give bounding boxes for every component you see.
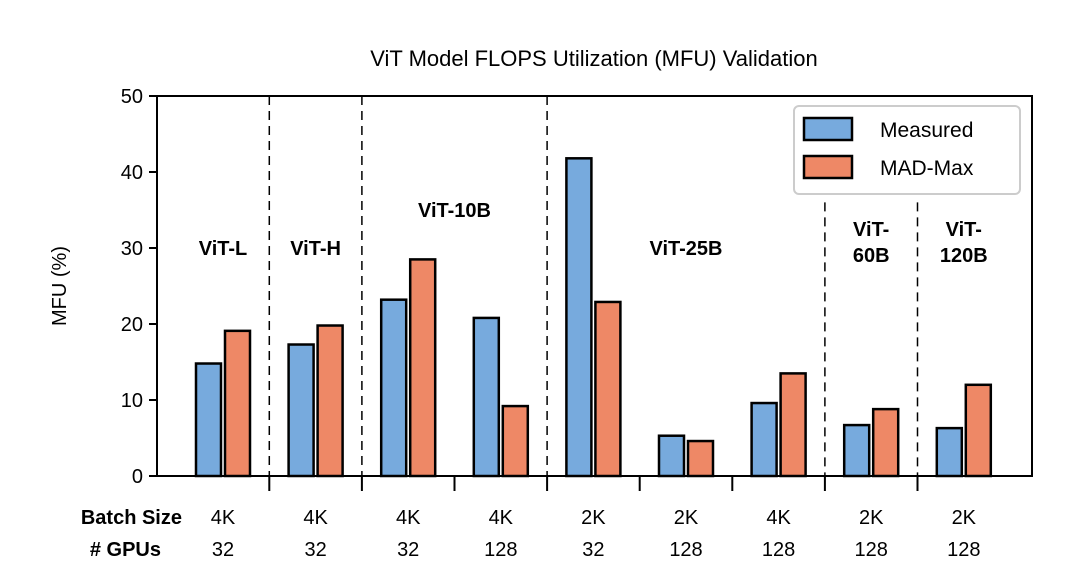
gpus-label: 128 [762, 539, 795, 561]
gpus-label: 128 [669, 539, 702, 561]
y-tick-label: 30 [121, 238, 143, 260]
legend-swatch-mad-max [802, 154, 854, 180]
gpus-label: 128 [947, 539, 980, 561]
bar-measured [842, 423, 871, 478]
bar-measured [565, 157, 593, 478]
batch-size-row-header: Batch Size [81, 507, 182, 529]
chart-title: ViT Model FLOPS Utilization (MFU) Valida… [370, 46, 818, 71]
bar-measured [935, 426, 964, 478]
legend-label-mad-max: MAD-Max [880, 157, 974, 180]
batch-size-label: 2K [581, 507, 606, 529]
legend-swatch-measured [802, 116, 854, 142]
legend-label-measured: Measured [880, 119, 973, 142]
bar-mad-max [686, 439, 715, 478]
model-label: ViT-L [199, 238, 248, 260]
bar-mad-max [316, 324, 344, 478]
y-tick-label: 20 [121, 314, 143, 336]
bar-mad-max [501, 404, 530, 478]
bar-mad-max [594, 300, 622, 478]
batch-size-label: 2K [859, 507, 884, 529]
y-tick-label: 10 [121, 390, 143, 412]
batch-size-label: 4K [396, 507, 421, 529]
y-axis-label: MFU (%) [49, 246, 71, 326]
gpus-label: 32 [397, 539, 419, 561]
bar-measured [379, 298, 408, 478]
bar-measured [472, 316, 501, 478]
gpus-label: 32 [582, 539, 604, 561]
gpus-label: 32 [212, 539, 234, 561]
model-label: ViT-H [290, 238, 341, 260]
gpus-label: 128 [484, 539, 517, 561]
batch-size-label: 4K [766, 507, 791, 529]
y-tick-label: 50 [121, 86, 143, 108]
bar-mad-max [408, 258, 437, 478]
legend: Measured MAD-Max [793, 105, 1021, 195]
gpus-row-header: # GPUs [90, 539, 161, 561]
batch-size-label: 4K [489, 507, 514, 529]
batch-size-label: 4K [303, 507, 328, 529]
bar-mad-max [223, 329, 252, 478]
y-tick-label: 0 [132, 466, 143, 488]
y-tick-label: 40 [121, 162, 143, 184]
bar-measured [750, 401, 778, 478]
bar-mad-max [779, 372, 807, 478]
bar-measured [287, 343, 315, 478]
bar-measured [194, 362, 223, 478]
bar-mad-max [871, 407, 900, 478]
model-label: 120B [940, 245, 988, 267]
plot-area: 0 10 20 30 40 50 ViT-L ViT-H ViT-10B ViT-25B ViT- 6… [121, 86, 1033, 561]
model-label: ViT-25B [650, 238, 723, 260]
bar-measured [657, 434, 686, 478]
model-label: ViT-10B [418, 200, 491, 222]
model-label: ViT- [853, 219, 889, 241]
batch-size-label: 2K [674, 507, 699, 529]
gpus-label: 128 [855, 539, 888, 561]
model-label: 60B [853, 245, 890, 267]
batch-size-label: 4K [211, 507, 236, 529]
batch-size-label: 2K [952, 507, 977, 529]
bar-mad-max [964, 383, 993, 478]
model-label: ViT- [946, 219, 982, 241]
gpus-label: 32 [304, 539, 326, 561]
